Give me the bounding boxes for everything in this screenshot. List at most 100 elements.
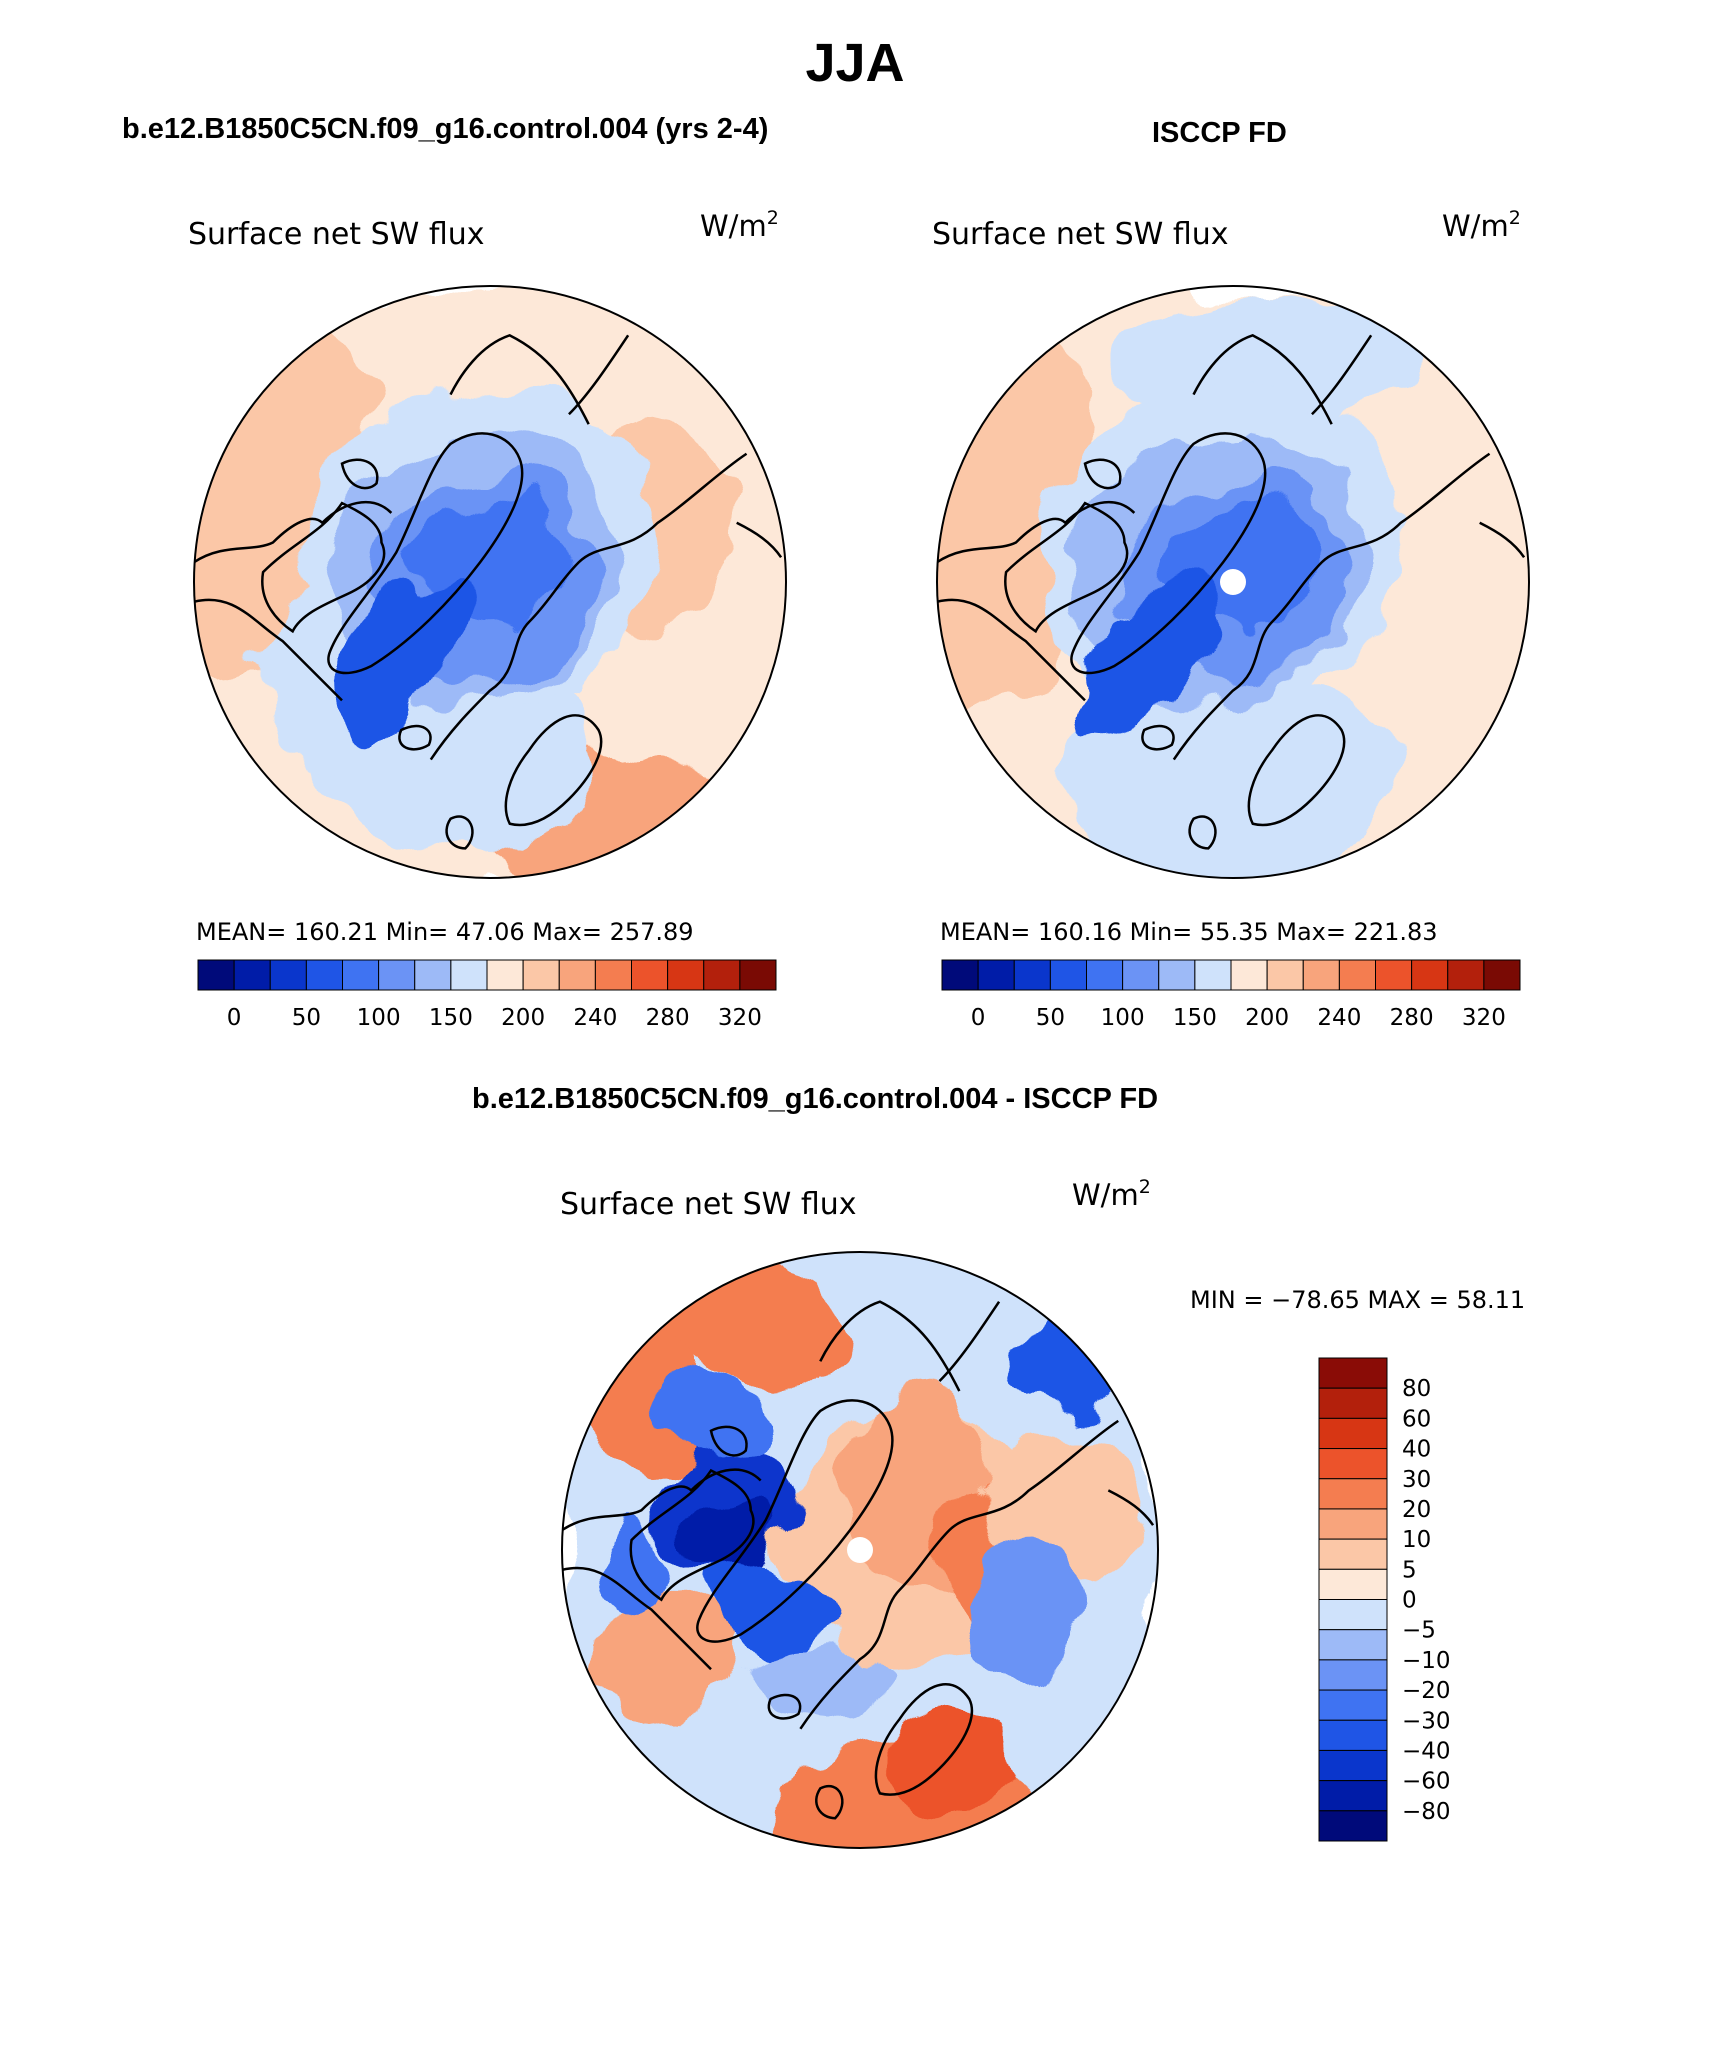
coastline-path bbox=[340, 458, 379, 490]
stats-text: MEAN= 160.16 Min= 55.35 Max= 221.83 bbox=[940, 918, 1438, 946]
colorbar-tick-label: 0 bbox=[1402, 1588, 1417, 1614]
colorbar-tick-label: 150 bbox=[1173, 1005, 1217, 1031]
coastline-path bbox=[815, 1785, 844, 1820]
variable-label: Surface net SW flux bbox=[560, 1187, 857, 1222]
colorbar-tick-label: −10 bbox=[1402, 1648, 1451, 1674]
colorbar-swatch bbox=[1266, 959, 1304, 991]
colorbar-swatch bbox=[1318, 1357, 1388, 1389]
stats-text: MIN = −78.65 MAX = 58.11 bbox=[1190, 1286, 1525, 1314]
coastline-path bbox=[562, 1468, 762, 1532]
coastline-path bbox=[1004, 501, 1129, 634]
colorbar-swatch bbox=[1318, 1538, 1388, 1570]
colorbar-swatch bbox=[1338, 959, 1376, 991]
coastline-layer bbox=[194, 333, 783, 850]
colorbar-swatch bbox=[1122, 959, 1160, 991]
colorbar-tick-label: 0 bbox=[227, 1005, 242, 1031]
coastline-layer bbox=[562, 1300, 1155, 1820]
stats-text: MEAN= 160.21 Min= 47.06 Max= 257.89 bbox=[196, 918, 694, 946]
coastline-path bbox=[767, 1693, 802, 1720]
colorbar-tick-label: 320 bbox=[718, 1005, 762, 1031]
colorbar-swatch bbox=[1013, 959, 1051, 991]
colorbar-swatch bbox=[414, 959, 452, 991]
colorbar-swatch bbox=[450, 959, 488, 991]
coastline-path bbox=[819, 1300, 961, 1392]
colorbar-tick-label: 80 bbox=[1402, 1376, 1431, 1402]
units-label: W/m2 bbox=[1072, 1176, 1151, 1212]
map-boundary bbox=[936, 285, 1530, 879]
colorbar-swatch bbox=[1483, 959, 1521, 991]
contour-region bbox=[696, 1499, 786, 1571]
colorbar-swatch bbox=[631, 959, 669, 991]
variable-label: Surface net SW flux bbox=[188, 217, 485, 252]
colorbar-tick-label: 10 bbox=[1402, 1527, 1431, 1553]
units-label: W/m2 bbox=[1442, 207, 1521, 243]
contour-region bbox=[600, 1520, 673, 1610]
colorbar-swatch bbox=[1302, 959, 1340, 991]
colorbar-swatch bbox=[1447, 959, 1485, 991]
colorbar-tick-label: 50 bbox=[1036, 1005, 1065, 1031]
missing-data-pole bbox=[1220, 569, 1246, 595]
colorbar-swatch bbox=[1194, 959, 1232, 991]
coastline-path bbox=[398, 724, 432, 751]
contour-fill bbox=[562, 1252, 1158, 1848]
coastline-path bbox=[504, 714, 603, 827]
colorbar-swatch bbox=[378, 959, 416, 991]
map-fill bbox=[194, 286, 786, 878]
coastline-path bbox=[1141, 724, 1175, 751]
colorbar-swatch bbox=[739, 959, 777, 991]
colorbar-swatch bbox=[342, 959, 380, 991]
colorbar-tick-label: 40 bbox=[1402, 1437, 1431, 1463]
colorbar-swatch bbox=[1318, 1810, 1388, 1842]
coastline-path bbox=[937, 500, 1136, 564]
colorbar-tick-label: 100 bbox=[1101, 1005, 1145, 1031]
colorbar-swatch bbox=[1318, 1780, 1388, 1812]
contour-region bbox=[1074, 578, 1214, 734]
colorbar-swatch bbox=[1158, 959, 1196, 991]
colorbar-tick-label: −80 bbox=[1402, 1799, 1451, 1825]
colorbar-swatch bbox=[703, 959, 741, 991]
coastline-path bbox=[449, 333, 590, 425]
colorbar-tick-label: −20 bbox=[1402, 1678, 1451, 1704]
colorbar-swatch bbox=[522, 959, 560, 991]
coastline-path bbox=[429, 452, 748, 761]
colorbar-tick-label: 30 bbox=[1402, 1467, 1431, 1493]
colorbar-tick-label: 280 bbox=[1390, 1005, 1434, 1031]
colorbar-swatch bbox=[1049, 959, 1087, 991]
colorbar-tick-label: 100 bbox=[357, 1005, 401, 1031]
colorbar-swatch bbox=[1318, 1689, 1388, 1721]
contour-region bbox=[651, 1380, 771, 1452]
colorbar: 0 50 100 150 200 240 280 320 bbox=[941, 959, 1521, 1031]
map-fill bbox=[937, 286, 1529, 878]
colorbar-swatch bbox=[1375, 959, 1413, 991]
colorbar-tick-label: 240 bbox=[573, 1005, 617, 1031]
coastline-path bbox=[1172, 452, 1491, 761]
diff-map bbox=[561, 1251, 1159, 1849]
coastline-path bbox=[1083, 458, 1122, 490]
coastline-path bbox=[629, 1468, 755, 1602]
colorbar-swatch bbox=[1318, 1478, 1388, 1510]
colorbar: 0 50 100 150 200 240 280 320 bbox=[197, 959, 777, 1031]
colorbar-swatch bbox=[941, 959, 979, 991]
colorbar-tick-label: −60 bbox=[1402, 1769, 1451, 1795]
coastline-path bbox=[1247, 714, 1346, 827]
contour-region bbox=[1055, 670, 1411, 878]
colorbar-swatch bbox=[1318, 1387, 1388, 1419]
colorbar-tick-label: 0 bbox=[971, 1005, 986, 1031]
colorbar-swatch bbox=[1318, 1749, 1388, 1782]
contour-region bbox=[591, 1594, 741, 1714]
contour-fill bbox=[194, 286, 786, 878]
coastline-path bbox=[1107, 1489, 1155, 1526]
coastline-path bbox=[568, 334, 630, 416]
colorbar-swatch bbox=[1318, 1599, 1388, 1631]
units-label: W/m2 bbox=[700, 207, 779, 243]
coastline-path bbox=[261, 501, 386, 634]
colorbar-swatch bbox=[1318, 1568, 1388, 1600]
coastline-path bbox=[799, 1419, 1119, 1730]
colorbar-tick-label: 20 bbox=[1402, 1497, 1431, 1523]
coastline-path bbox=[709, 1425, 748, 1457]
colorbar-swatch bbox=[1318, 1417, 1388, 1450]
coastline-path bbox=[1070, 432, 1267, 675]
colorbar-tick-label: 320 bbox=[1462, 1005, 1506, 1031]
